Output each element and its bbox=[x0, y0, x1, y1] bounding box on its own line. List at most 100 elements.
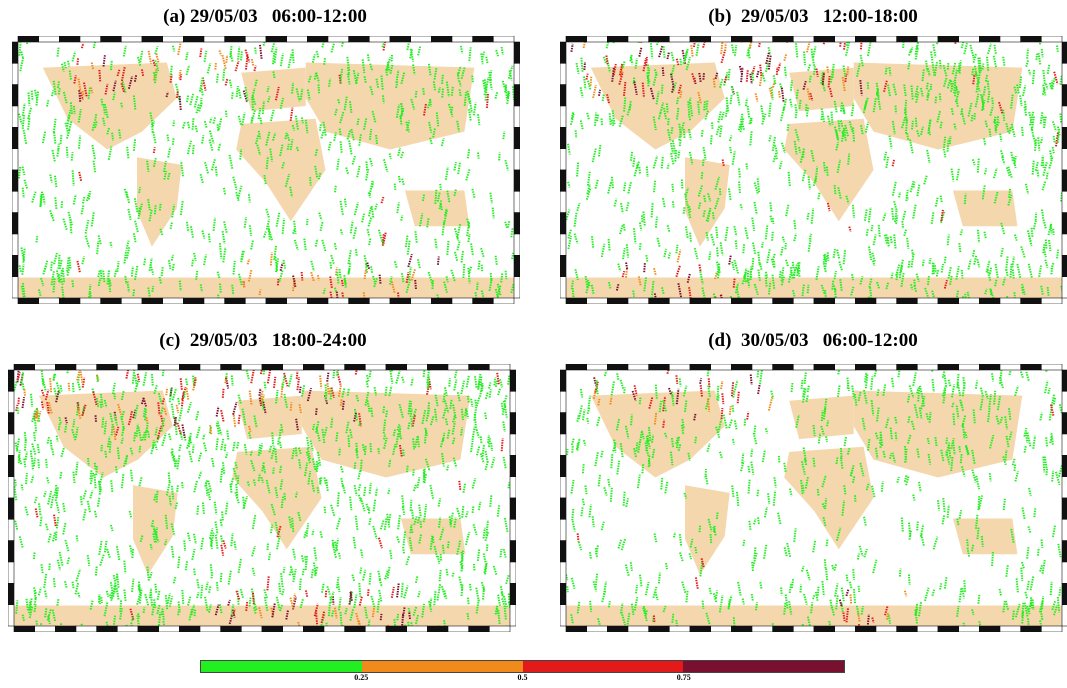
track-segment bbox=[828, 620, 833, 630]
track-segment bbox=[631, 390, 637, 402]
track-segment bbox=[714, 72, 719, 80]
track-segment bbox=[40, 370, 45, 387]
track-segment bbox=[615, 283, 620, 291]
track-segment bbox=[933, 265, 937, 273]
track-segment bbox=[952, 413, 956, 426]
track-segment bbox=[43, 491, 47, 498]
track-segment bbox=[649, 43, 654, 59]
frame-tick bbox=[937, 364, 960, 371]
track-segment bbox=[477, 152, 480, 159]
track-segment bbox=[38, 503, 42, 517]
frame-tick bbox=[1061, 84, 1067, 107]
track-segment bbox=[409, 48, 415, 62]
track-segment bbox=[697, 91, 702, 104]
track-segment bbox=[434, 408, 438, 422]
track-segment bbox=[185, 221, 190, 233]
track-segment bbox=[746, 44, 752, 57]
track-segment bbox=[177, 609, 180, 616]
track-segment bbox=[330, 43, 335, 53]
track-segment bbox=[496, 372, 500, 386]
track-segment bbox=[123, 589, 127, 602]
track-segment bbox=[843, 436, 848, 447]
track-segment bbox=[500, 402, 504, 411]
track-segment bbox=[200, 88, 204, 96]
frame-tick bbox=[1061, 62, 1067, 85]
track-segment bbox=[702, 41, 706, 48]
track-segment bbox=[694, 546, 698, 554]
track-segment bbox=[52, 118, 57, 133]
track-segment bbox=[431, 280, 435, 290]
track-segment bbox=[181, 386, 187, 401]
track-segment bbox=[189, 226, 194, 238]
track-segment bbox=[292, 275, 297, 288]
track-segment bbox=[132, 138, 137, 151]
track-segment bbox=[469, 102, 473, 114]
track-segment bbox=[71, 170, 75, 186]
track-segment bbox=[768, 87, 774, 99]
track-segment bbox=[78, 135, 82, 149]
track-segment bbox=[863, 516, 867, 526]
track-segment bbox=[825, 568, 829, 581]
frame-tick bbox=[513, 148, 520, 171]
track-segment bbox=[1005, 123, 1010, 133]
track-segment bbox=[888, 135, 893, 149]
frame-tick bbox=[560, 255, 567, 277]
track-segment bbox=[992, 55, 998, 69]
frame-tick bbox=[560, 212, 567, 235]
track-segment bbox=[477, 114, 481, 126]
track-segment bbox=[395, 104, 400, 118]
track-segment bbox=[656, 237, 661, 248]
track-segment bbox=[131, 548, 135, 559]
track-segment bbox=[607, 238, 611, 252]
track-segment bbox=[99, 270, 103, 281]
track-segment bbox=[1039, 112, 1044, 124]
track-segment bbox=[306, 437, 310, 449]
track-segment bbox=[134, 380, 140, 393]
track-segment bbox=[113, 393, 116, 400]
track-segment bbox=[918, 407, 923, 419]
track-segment bbox=[104, 83, 109, 95]
track-segment bbox=[439, 527, 445, 541]
track-segment bbox=[1059, 113, 1063, 124]
track-segment bbox=[460, 550, 465, 565]
track-segment bbox=[295, 88, 301, 102]
track-segment bbox=[441, 221, 446, 236]
track-segment bbox=[231, 609, 236, 618]
track-segment bbox=[96, 496, 101, 507]
track-segment bbox=[371, 110, 377, 123]
frame-tick bbox=[13, 364, 36, 371]
frame-tick bbox=[8, 497, 15, 520]
track-segment bbox=[289, 107, 294, 122]
track-segment bbox=[441, 74, 444, 84]
track-segment bbox=[644, 609, 648, 617]
track-segment bbox=[76, 369, 81, 381]
track-segment bbox=[232, 467, 238, 481]
track-segment bbox=[477, 380, 481, 390]
land-africa bbox=[784, 118, 874, 222]
track-segment bbox=[209, 425, 213, 435]
track-segment bbox=[1000, 247, 1004, 257]
track-segment bbox=[998, 588, 1003, 597]
track-segment bbox=[364, 445, 367, 455]
track-segment bbox=[142, 372, 148, 386]
track-segment bbox=[928, 411, 932, 423]
track-segment bbox=[480, 264, 484, 272]
track-segment bbox=[14, 520, 19, 531]
track-segment bbox=[68, 70, 72, 80]
track-segment bbox=[991, 97, 994, 106]
track-segment bbox=[92, 39, 97, 49]
track-segment bbox=[326, 383, 330, 395]
track-segment bbox=[125, 246, 131, 259]
track-segment bbox=[694, 577, 699, 590]
track-segment bbox=[127, 75, 134, 89]
track-segment bbox=[416, 516, 421, 524]
track-segment bbox=[321, 582, 325, 593]
frame-tick bbox=[141, 36, 164, 43]
track-segment bbox=[826, 420, 830, 427]
track-segment bbox=[356, 165, 361, 178]
track-segment bbox=[408, 537, 413, 552]
track-segment bbox=[633, 447, 638, 459]
track-segment bbox=[1021, 283, 1026, 295]
track-segment bbox=[115, 574, 119, 581]
track-segment bbox=[347, 267, 351, 274]
